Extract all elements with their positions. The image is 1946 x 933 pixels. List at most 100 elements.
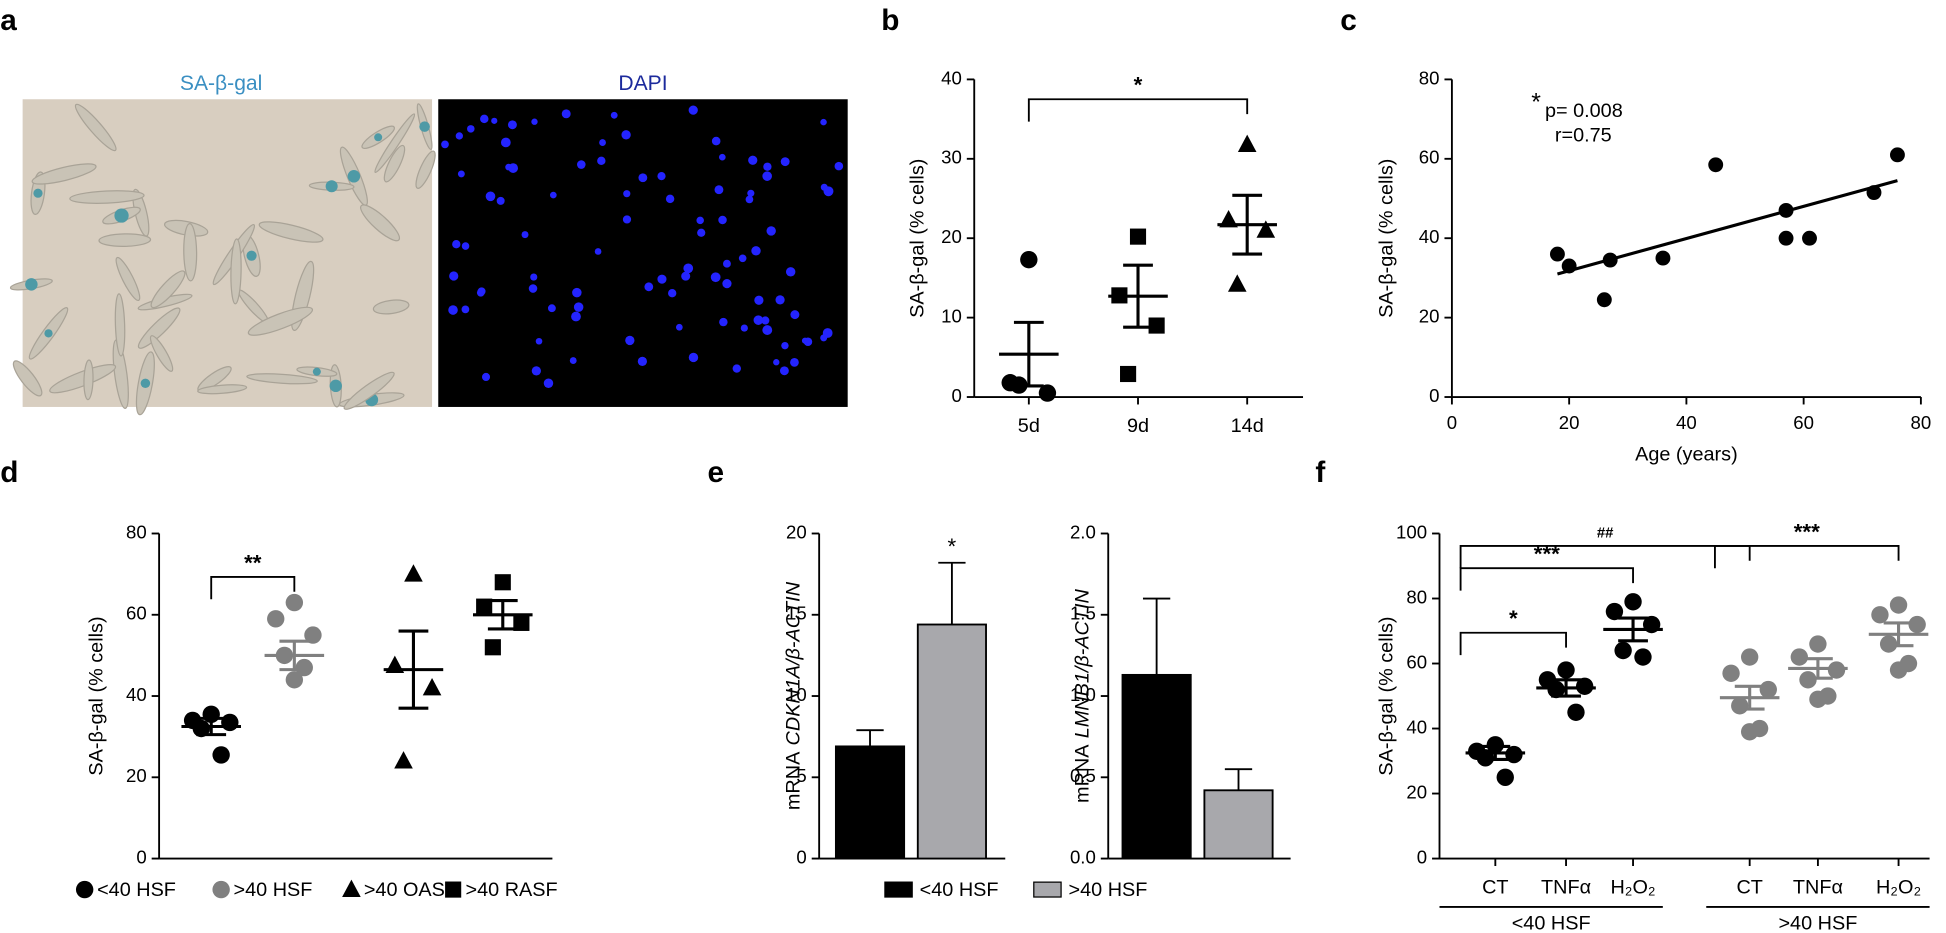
legend-label: <40 HSF [97,879,176,901]
nucleus [823,186,834,197]
nucleus [732,364,741,373]
panel-label: f [1315,456,1325,489]
y-tick-label: 20 [786,521,807,542]
point [1227,274,1247,292]
x-tick-label: H₂O₂ [1876,877,1921,899]
nucleus [638,173,648,183]
y-tick-label: 60 [1419,147,1440,168]
nucleus [723,259,731,268]
y-axis-label-part: mRNA [783,751,805,810]
cell [150,270,186,309]
stain [419,121,430,132]
cell [69,190,145,204]
cell [343,371,395,410]
nucleus [668,289,677,298]
point [1802,230,1817,246]
nucleus [441,140,449,149]
nucleus [753,315,764,325]
nucleus [481,372,491,381]
bar [834,745,906,860]
cell [74,103,117,152]
nucleus [740,324,748,332]
x-tick-label: 60 [1793,412,1814,433]
nucleus [718,153,726,161]
nucleus [780,157,790,167]
point [212,746,230,764]
nucleus [572,287,582,298]
nucleus [496,196,505,205]
legend-label: >40 HSF [234,879,313,901]
nucleus [531,366,541,376]
y-tick-label: 1.0 [1070,684,1096,705]
cell [360,204,401,242]
nucleus [718,215,727,225]
nucleus [719,317,728,327]
x-tick-label: 5d [1018,415,1040,437]
cell [230,238,242,305]
y-tick-label: 2.0 [1070,521,1096,542]
nucleus [681,271,691,281]
significance-bracket [1714,544,1900,569]
panel-label: b [881,4,899,37]
point [476,598,493,615]
y-tick-label: 80 [1419,67,1440,88]
stain [33,188,43,198]
nucleus [610,111,618,119]
significance-label: * [1509,606,1518,631]
nucleus [500,137,511,148]
y-tick-label: 40 [1406,716,1427,737]
cell [372,299,410,315]
nucleus [722,279,732,289]
point [1038,384,1057,402]
cell [258,221,324,243]
point [295,658,313,677]
point [1256,220,1276,238]
annotation: p= 0.008 [1545,100,1623,122]
nucleus [637,356,647,367]
cell [83,359,94,401]
significance-bracket [1459,631,1567,656]
nucleus [507,120,517,130]
nucleus [822,328,833,338]
group-label: <40 HSF [1512,913,1591,933]
bar [1203,789,1274,860]
annotation: * [1531,90,1541,117]
cell [415,150,436,189]
point [1827,661,1846,679]
legend-marker [445,881,462,898]
legend-label: <40 HSF [920,879,999,901]
stain [25,278,38,291]
nucleus [467,125,475,133]
nucleus [683,263,694,274]
cell [149,335,174,372]
point [267,610,285,628]
panel-label: d [0,456,18,489]
y-tick-label: 20 [1406,781,1427,802]
nucleus [762,325,773,335]
stain [325,180,338,193]
point [1879,635,1898,653]
point [1120,365,1137,383]
legend-marker [212,880,230,899]
y-axis-label-part: LMNB1/β-ACTIN [1072,588,1094,738]
point [192,719,210,738]
y-tick-label: 5 [796,765,806,786]
nucleus [530,273,538,281]
x-tick-label: TNFα [1541,877,1591,899]
nucleus [461,305,470,314]
point [1740,648,1759,666]
nucleus [751,246,761,256]
nucleus [801,337,809,344]
nucleus [785,267,796,277]
nucleus [491,117,498,124]
point [1567,703,1585,721]
point [1605,602,1624,621]
significance-label: *** [1794,519,1820,544]
stain [114,208,129,223]
stain [44,329,53,338]
significance-label: * [948,534,957,559]
x-tick-label: 20 [1559,412,1580,433]
nucleus [697,228,706,237]
x-axis-label: Age (years) [1635,444,1738,466]
